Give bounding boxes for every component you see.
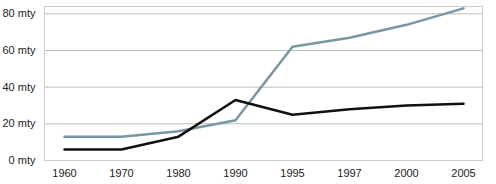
svg-text:20 mty: 20 mty [2, 117, 36, 129]
svg-text:1995: 1995 [280, 167, 304, 179]
svg-text:40 mty: 40 mty [2, 81, 36, 93]
svg-text:1990: 1990 [223, 167, 247, 179]
svg-text:80 mty: 80 mty [2, 7, 36, 19]
svg-text:2005: 2005 [451, 167, 475, 179]
svg-text:1960: 1960 [52, 167, 76, 179]
svg-text:1980: 1980 [166, 167, 190, 179]
svg-text:1997: 1997 [337, 167, 361, 179]
svg-text:60 mty: 60 mty [2, 44, 36, 56]
svg-text:1970: 1970 [109, 167, 133, 179]
svg-text:0 mty: 0 mty [9, 154, 36, 166]
svg-text:2000: 2000 [394, 167, 418, 179]
